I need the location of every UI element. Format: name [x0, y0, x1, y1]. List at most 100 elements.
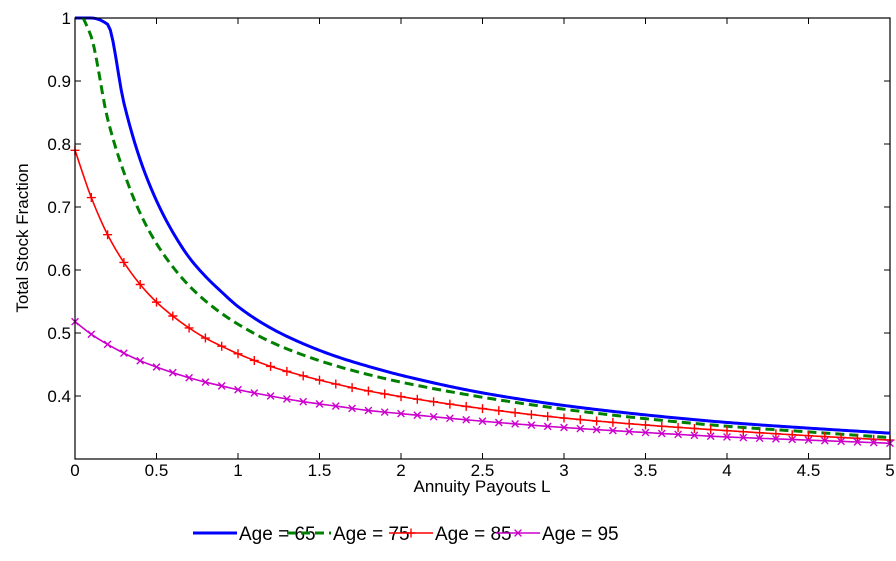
x-tick-label: 2	[396, 461, 405, 480]
data-point-age-85	[298, 371, 308, 381]
data-point-age-95	[494, 418, 503, 427]
data-point-age-85	[249, 355, 259, 365]
data-point-age-95	[429, 412, 438, 421]
data-point-age-85	[575, 415, 585, 425]
data-point-age-95	[804, 436, 813, 444]
data-point-age-95	[217, 382, 226, 390]
data-point-age-95	[348, 404, 356, 413]
data-point-age-85	[445, 399, 455, 409]
data-point-age-85	[184, 323, 194, 333]
axis-ticks: 0 0.5 1 1.5 2 2.5 3 3.5 4 4.5 5 0.4 0.5 0.6 0.7 0.8 0.9 1	[47, 9, 894, 480]
data-point-age-95	[152, 363, 161, 371]
data-point-age-85	[331, 379, 341, 389]
data-point-age-85	[412, 394, 422, 404]
legend-entry-age-65: Age = 65	[193, 524, 316, 545]
data-point-age-95	[168, 368, 177, 377]
series-age-75	[81, 17, 891, 440]
data-point-age-95	[772, 434, 780, 443]
data-point-age-95	[266, 392, 275, 400]
data-point-age-95	[527, 421, 536, 430]
data-point-age-85	[168, 311, 178, 321]
series-layer	[70, 16, 895, 448]
data-point-age-85	[820, 432, 830, 442]
series-line-age-75	[81, 17, 891, 440]
y-tick-label: 0.7	[47, 198, 71, 217]
x-tick-label: 4.5	[797, 461, 821, 480]
data-point-age-85	[86, 193, 96, 203]
data-point-age-95	[739, 433, 748, 442]
data-point-age-85	[559, 413, 569, 423]
data-point-age-95	[397, 409, 405, 418]
legend-marker-age-85	[406, 528, 416, 538]
data-point-age-85	[347, 383, 357, 393]
legend-label-age-75: Age = 75	[333, 524, 410, 545]
plot-frame	[74, 17, 891, 460]
data-point-age-95	[625, 427, 634, 436]
x-tick-label: 2.5	[471, 461, 495, 480]
x-tick-label: 0	[70, 461, 79, 480]
legend-box	[178, 510, 790, 556]
data-point-age-95	[201, 378, 210, 387]
data-point-age-95	[560, 423, 568, 432]
data-point-age-85	[103, 230, 113, 240]
data-point-age-85	[461, 401, 471, 411]
data-point-age-95	[234, 385, 242, 394]
legend-label-age-95: Age = 95	[542, 524, 619, 545]
data-point-age-95	[641, 428, 650, 437]
data-point-age-95	[299, 397, 308, 406]
data-point-age-95	[706, 432, 715, 441]
data-point-age-95	[543, 422, 552, 431]
data-point-age-95	[609, 426, 617, 435]
x-tick-label: 4	[722, 461, 731, 480]
series-age-65	[75, 16, 891, 435]
data-point-age-85	[526, 410, 536, 420]
data-point-age-85	[722, 426, 732, 436]
data-point-age-85	[152, 297, 161, 307]
data-point-age-85	[510, 408, 520, 418]
y-tick-label: 0.5	[47, 324, 71, 343]
data-point-age-85	[396, 392, 406, 402]
data-point-age-95	[674, 430, 682, 439]
data-point-age-95	[576, 424, 585, 433]
data-point-age-85	[689, 423, 699, 433]
data-point-age-85	[233, 349, 243, 359]
data-point-age-95	[136, 356, 145, 365]
data-point-age-85	[787, 430, 797, 440]
data-point-age-95	[380, 408, 389, 417]
data-point-age-95	[853, 438, 862, 446]
data-point-age-95	[283, 395, 291, 403]
data-point-age-85	[119, 257, 129, 267]
data-point-age-95	[446, 414, 454, 423]
legend-marker-age-95	[514, 529, 522, 537]
legend: Age = 65 Age = 75 Age = 85 Age = 95	[178, 510, 790, 556]
data-point-age-85	[592, 416, 602, 426]
y-axis-title: Total Stock Fraction	[13, 163, 32, 312]
data-point-age-95	[723, 433, 731, 441]
data-point-age-85	[200, 333, 210, 343]
y-tick-label: 1	[62, 9, 71, 28]
data-point-age-95	[413, 411, 422, 420]
x-tick-label: 0.5	[145, 461, 169, 480]
data-point-age-85	[315, 375, 324, 385]
x-tick-label: 1.5	[308, 461, 332, 480]
x-tick-label: 3.5	[634, 461, 658, 480]
legend-entry-age-75: Age = 75	[287, 524, 410, 545]
data-point-age-85	[494, 406, 504, 416]
series-age-85	[70, 145, 895, 445]
data-point-age-95	[690, 431, 699, 440]
x-tick-label: 3	[559, 461, 568, 480]
data-point-age-95	[592, 425, 601, 434]
data-point-age-85	[804, 431, 813, 441]
data-point-age-95	[185, 373, 193, 382]
data-point-age-95	[250, 389, 259, 397]
data-point-age-85	[380, 389, 390, 399]
x-tick-label: 5	[885, 461, 894, 480]
series-line-age-65	[75, 16, 891, 435]
data-point-age-95	[87, 330, 96, 339]
data-point-age-85	[363, 386, 373, 396]
series-age-95	[71, 317, 894, 448]
legend-entry-age-85: Age = 85	[389, 524, 512, 545]
data-point-age-95	[755, 434, 764, 443]
plot-area	[75, 18, 890, 459]
x-tick-label: 1	[233, 461, 242, 480]
